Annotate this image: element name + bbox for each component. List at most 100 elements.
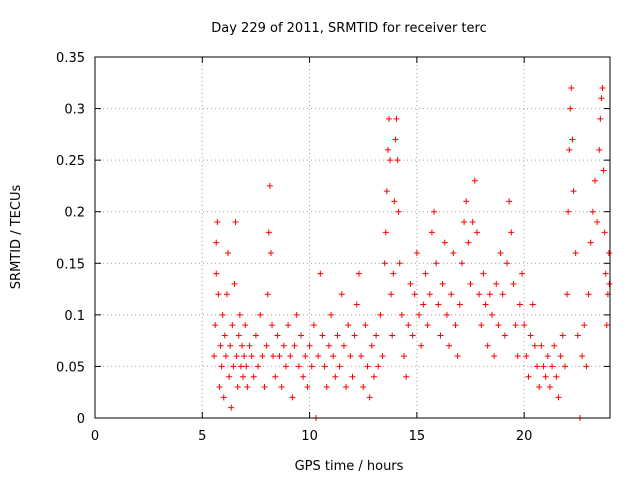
data-point — [435, 301, 442, 308]
data-point — [461, 219, 468, 226]
data-point — [349, 373, 356, 380]
data-point — [540, 363, 547, 370]
data-point — [394, 157, 401, 164]
data-point — [218, 363, 225, 370]
data-point — [387, 157, 394, 164]
data-point — [605, 249, 612, 256]
data-point — [437, 332, 444, 339]
data-point — [295, 363, 302, 370]
data-point — [564, 291, 571, 298]
y-tick-label: 0.25 — [56, 154, 85, 169]
data-point — [428, 229, 435, 236]
data-point — [585, 291, 592, 298]
data-point — [403, 373, 410, 380]
data-point — [416, 311, 423, 318]
data-point — [248, 353, 255, 360]
data-point — [553, 373, 560, 380]
data-point — [321, 363, 328, 370]
data-point — [456, 301, 463, 308]
data-point — [257, 311, 264, 318]
data-point — [274, 332, 281, 339]
data-point — [244, 384, 251, 391]
data-point — [426, 291, 433, 298]
data-point — [287, 353, 294, 360]
data-point — [328, 311, 335, 318]
data-point — [570, 188, 577, 195]
data-point — [499, 291, 506, 298]
data-point — [334, 332, 341, 339]
grid — [95, 57, 610, 418]
data-point — [476, 291, 483, 298]
data-point — [243, 363, 250, 370]
chart-title: Day 229 of 2011, SRMTID for receiver ter… — [211, 21, 486, 36]
data-point — [213, 270, 220, 277]
data-point — [589, 208, 596, 215]
data-point — [411, 291, 418, 298]
data-point — [516, 301, 523, 308]
data-point — [486, 291, 493, 298]
data-point — [278, 384, 285, 391]
data-point — [385, 115, 392, 122]
data-point — [393, 115, 400, 122]
data-point — [353, 301, 360, 308]
data-point — [551, 342, 558, 349]
x-tick-label: 10 — [301, 429, 318, 444]
data-point — [389, 332, 396, 339]
data-point — [480, 270, 487, 277]
data-point — [231, 280, 238, 287]
data-point — [565, 208, 572, 215]
data-point — [510, 280, 517, 287]
data-points — [211, 84, 613, 421]
data-point — [401, 353, 407, 360]
data-point — [527, 332, 534, 339]
data-point — [304, 384, 311, 391]
data-point — [443, 311, 450, 318]
data-point — [493, 280, 500, 287]
data-point — [482, 301, 489, 308]
data-point — [232, 219, 239, 226]
data-point — [521, 322, 528, 329]
data-point — [484, 342, 491, 349]
data-point — [603, 322, 610, 329]
data-point — [396, 260, 403, 267]
data-point — [508, 229, 515, 236]
data-point — [601, 229, 608, 236]
data-point — [579, 353, 586, 360]
data-point — [212, 322, 219, 329]
data-point — [561, 363, 568, 370]
data-point — [431, 208, 438, 215]
data-point — [567, 105, 574, 112]
data-point — [269, 322, 276, 329]
data-point — [370, 373, 377, 380]
data-point — [555, 394, 562, 401]
data-point — [549, 363, 556, 370]
data-point — [506, 198, 513, 205]
data-point — [213, 239, 220, 246]
data-point — [272, 373, 279, 380]
data-point — [497, 249, 504, 256]
data-point — [215, 291, 222, 298]
data-point — [317, 270, 324, 277]
x-tick-label: 5 — [198, 429, 206, 444]
y-tick-label: 0.2 — [64, 206, 85, 221]
data-point — [382, 229, 389, 236]
data-point — [267, 249, 274, 256]
data-point — [228, 404, 235, 411]
data-point — [441, 239, 448, 246]
data-point — [452, 322, 459, 329]
data-point — [375, 363, 382, 370]
data-point — [418, 342, 425, 349]
y-axis-label: SRMTID / TECUs — [9, 185, 24, 290]
data-point — [504, 260, 510, 267]
data-point — [467, 280, 474, 287]
data-point — [225, 249, 232, 256]
data-point — [265, 229, 272, 236]
data-point — [263, 342, 270, 349]
data-point — [214, 219, 221, 226]
data-point — [264, 291, 271, 298]
data-point — [229, 322, 236, 329]
data-point — [226, 373, 233, 380]
data-point — [308, 363, 315, 370]
data-point — [594, 219, 601, 226]
data-point — [478, 322, 485, 329]
